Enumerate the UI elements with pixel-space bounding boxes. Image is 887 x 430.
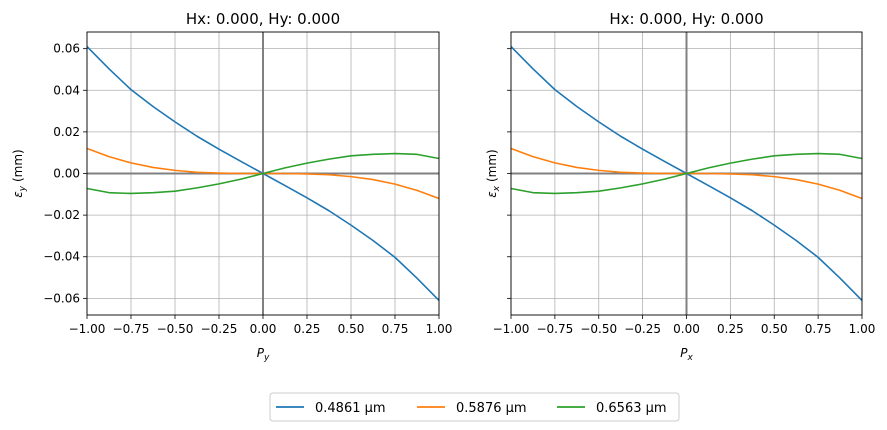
- y-tick-label: 0.02: [53, 125, 80, 139]
- y-tick-label: 0.00: [53, 167, 80, 181]
- legend: 0.4861 µm 0.5876 µm 0.6563 µm: [269, 392, 680, 422]
- y-tick-label: −0.02: [43, 208, 80, 222]
- x-tick-label: 0.50: [761, 322, 788, 336]
- y-axis-label: εy (mm): [11, 149, 28, 197]
- series-line: [86, 152, 440, 195]
- plot-panel-py: −1.00 −0.75 −0.50 −0.25 0.00 0.25 0.50 0.75 1.00…: [11, 10, 452, 363]
- x-tick-label: −0.75: [536, 322, 573, 336]
- plot-panel-px: −1.00 −0.75 −0.50 −0.25 0.00 0.25 0.50 0.75 1.00…: [485, 10, 875, 363]
- x-tick-label: 1.00: [426, 322, 453, 336]
- chart-title: Hx: 0.000, Hy: 0.000: [609, 10, 763, 28]
- x-tick-label: 0.00: [673, 322, 700, 336]
- legend-label: 0.5876 µm: [456, 401, 527, 416]
- x-axis-label: Px: [680, 346, 693, 363]
- y-tick-label: −0.04: [43, 250, 80, 264]
- x-tick-label: −0.25: [624, 322, 661, 336]
- y-tick-label: 0.04: [53, 83, 80, 97]
- x-tick-label: 0.25: [294, 322, 321, 336]
- x-tick-label: 1.00: [849, 322, 876, 336]
- x-tick-label: 0.50: [338, 322, 365, 336]
- chart-title: Hx: 0.000, Hy: 0.000: [186, 10, 340, 28]
- x-tick-label: −0.75: [113, 322, 150, 336]
- legend-box: [269, 392, 680, 422]
- legend-label: 0.4861 µm: [315, 401, 386, 416]
- x-axis-label: Py: [257, 346, 270, 363]
- y-axis-label: εx (mm): [485, 149, 502, 197]
- y-tick-label: 0.06: [53, 42, 80, 56]
- series-line: [510, 152, 863, 195]
- legend-label: 0.6563 µm: [596, 401, 667, 416]
- x-tick-label: −1.00: [69, 322, 106, 336]
- x-tick-label: −0.25: [201, 322, 238, 336]
- x-tick-label: −0.50: [580, 322, 617, 336]
- x-tick-label: −0.50: [157, 322, 194, 336]
- x-tick-label: 0.00: [250, 322, 277, 336]
- y-tick-label: −0.06: [43, 291, 80, 305]
- x-tick-label: −1.00: [493, 322, 530, 336]
- x-tick-label: 0.75: [805, 322, 832, 336]
- x-tick-label: 0.25: [717, 322, 744, 336]
- x-tick-label: 0.75: [382, 322, 409, 336]
